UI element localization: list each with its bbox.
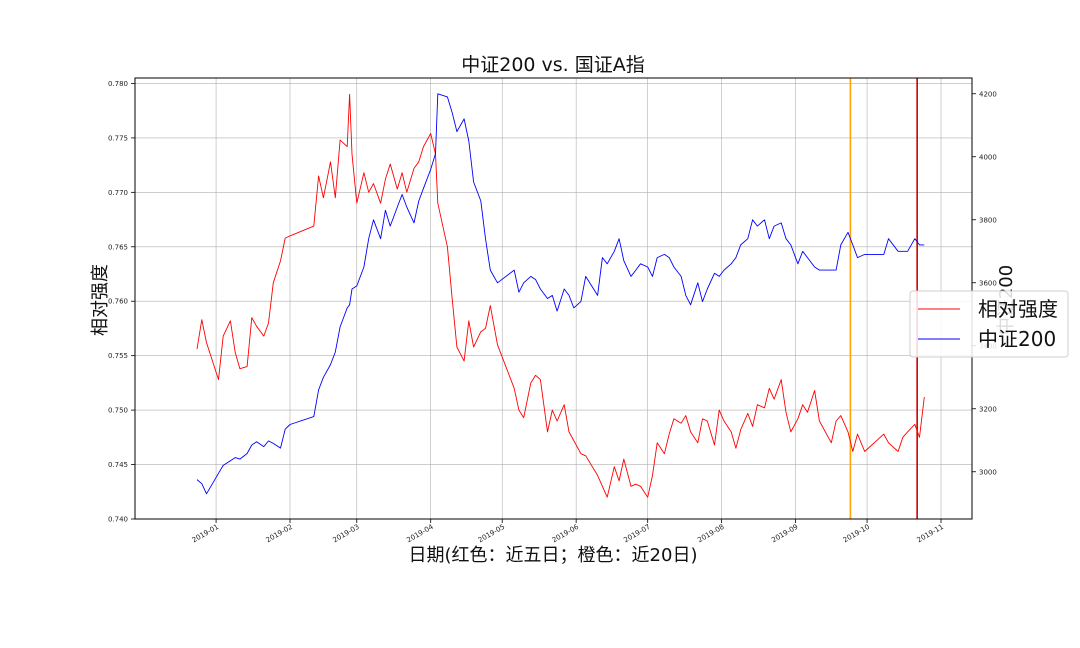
right-y-tick-label: 3800: [979, 216, 997, 224]
legend-label-relative-strength: 相对强度: [978, 297, 1058, 321]
left-y-axis: 0.740 0.745 0.750 0.755 0.760 0.765 0.770 0.775…: [108, 80, 135, 524]
x-tick-label: 2019-11: [916, 523, 945, 545]
left-y-tick-label: 0.765: [108, 243, 128, 251]
x-axis-label: 日期(红色：近五日；橙色：近20日): [409, 545, 698, 566]
left-y-tick-label: 0.750: [108, 407, 128, 415]
right-y-tick-label: 3600: [979, 279, 997, 287]
left-y-tick-label: 0.770: [108, 189, 128, 197]
legend-label-csi200: 中证200: [978, 327, 1056, 351]
x-tick-label: 2019-03: [331, 523, 360, 545]
x-tick-label: 2019-06: [551, 523, 581, 545]
x-tick-label: 2019-09: [770, 523, 799, 545]
relative-strength-line: [196, 93, 925, 498]
right-y-tick-label: 3200: [979, 405, 997, 413]
legend-box: [909, 290, 1069, 358]
right-y-tick-label: 4200: [979, 90, 997, 98]
x-tick-label: 2019-04: [405, 523, 435, 545]
right-y-axis: 3000320034003600380040004200: [972, 90, 997, 476]
right-y-tick-label: 4000: [979, 153, 997, 161]
left-y-tick-label: 0.775: [108, 134, 128, 142]
left-y-tick-label: 0.755: [108, 352, 128, 360]
right-y-tick-label: 3000: [979, 468, 997, 476]
left-y-tick-label: 0.745: [108, 461, 128, 469]
left-y-tick-label: 0.740: [108, 516, 128, 524]
x-tick-label: 2019-05: [477, 523, 506, 545]
csi200-line: [196, 93, 925, 495]
chart-title: 中证200 vs. 国证A指: [461, 54, 645, 76]
left-y-tick-label: 0.780: [108, 80, 128, 88]
x-tick-label: 2019-02: [265, 523, 294, 545]
x-tick-label: 2019-10: [842, 523, 871, 545]
legend: 相对强度 中证200: [909, 290, 1069, 358]
left-y-axis-label: 相对强度: [90, 264, 111, 336]
series-lines: [196, 93, 925, 498]
x-tick-label: 2019-07: [622, 523, 651, 545]
x-axis: 2019-01 2019-02 2019-03 2019-04 2019-05 2019-…: [191, 519, 945, 544]
left-y-tick-label: 0.760: [108, 298, 128, 306]
x-tick-label: 2019-01: [191, 523, 220, 545]
x-tick-label: 2019-08: [696, 523, 725, 545]
